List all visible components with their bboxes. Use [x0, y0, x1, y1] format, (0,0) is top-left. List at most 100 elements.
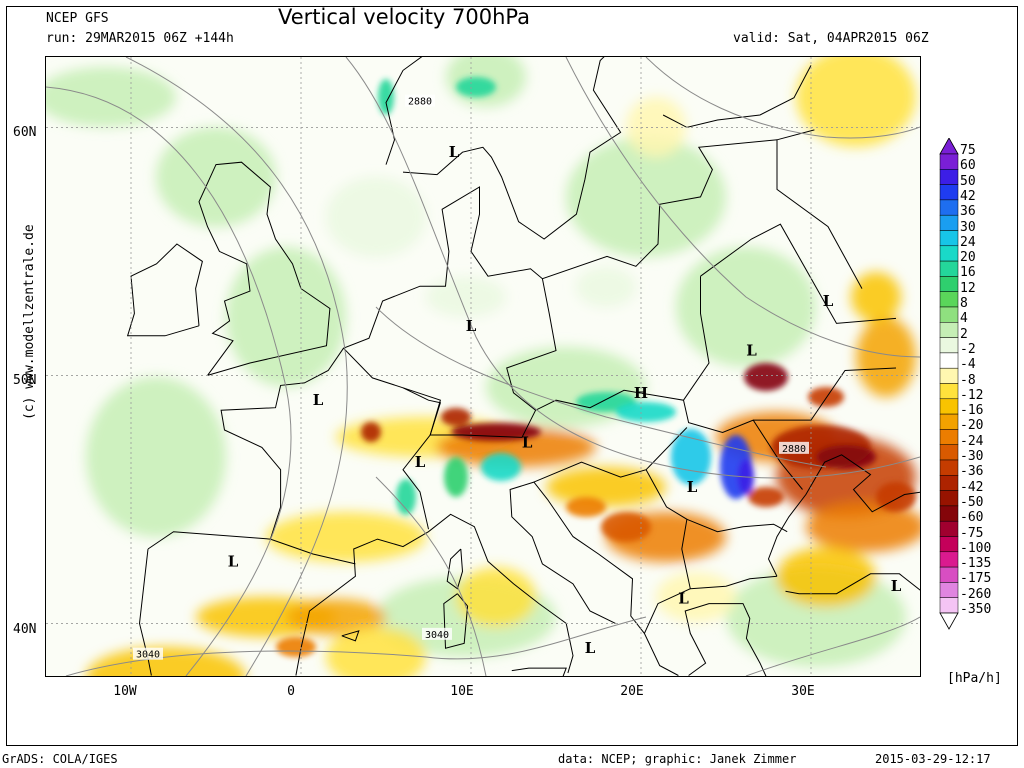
valid-time: valid: Sat, 04APR2015 06Z	[733, 31, 929, 46]
colorbar-tick-label: 20	[960, 250, 976, 266]
low-pressure-marker: L	[466, 317, 477, 335]
contour-label: 3040	[425, 630, 449, 641]
colorbar-tick-label: -260	[960, 586, 992, 602]
colorbar-tick-label: -60	[960, 510, 984, 526]
colorbar-swatch	[939, 490, 959, 507]
contour-label: 2880	[408, 97, 432, 108]
colorbar-tick-label: 12	[960, 280, 976, 296]
colorbar-swatch	[939, 398, 959, 415]
colorbar-tick-label: -75	[960, 525, 984, 541]
lat-label-60n: 60N	[13, 125, 37, 140]
colorbar-swatch	[939, 260, 959, 277]
colorbar-tick-label: -350	[960, 602, 992, 617]
map-area: L L L L L H L L L L L L L 2880 2880 3040 3040	[45, 56, 921, 677]
colorbar-swatch	[939, 475, 959, 491]
lon-label-0: 0	[287, 684, 295, 699]
low-pressure-marker: L	[313, 391, 324, 409]
colorbar-swatch	[939, 291, 959, 308]
contour-label: 3040	[136, 650, 160, 661]
colorbar-tick-label: 50	[960, 173, 976, 189]
footer-timestamp: 2015-03-29-12:17	[875, 752, 991, 766]
figure-frame	[6, 6, 1018, 746]
colorbar-tick-label: 24	[960, 234, 976, 250]
colorbar-swatch	[939, 169, 959, 185]
colorbar-tick-label: -8	[960, 372, 976, 388]
colorbar-tick-label: 36	[960, 204, 976, 220]
colorbar-swatch	[939, 367, 959, 384]
low-pressure-marker: L	[823, 292, 834, 310]
colorbar-tick-label: -12	[960, 387, 984, 403]
colorbar-swatch	[939, 276, 959, 292]
colorbar-tick-label: -16	[960, 403, 984, 419]
low-pressure-marker: L	[449, 143, 460, 161]
colorbar-tick-label: 30	[960, 219, 976, 235]
colorbar-top-arrow	[939, 138, 959, 155]
colorbar-tick-label: -20	[960, 418, 984, 434]
colorbar-swatch	[939, 153, 959, 170]
low-pressure-marker: L	[228, 552, 239, 570]
colorbar-tick-label: -4	[960, 357, 976, 373]
colorbar	[939, 138, 959, 630]
colorbar-tick-label: -100	[960, 540, 992, 556]
run-label: run: 29MAR2015 06Z +144h	[46, 31, 234, 46]
colorbar-swatch	[939, 230, 959, 247]
lon-label-10w: 10W	[113, 684, 137, 699]
colorbar-tick-label: 60	[960, 158, 976, 174]
contour-label: 2880	[782, 444, 806, 455]
colorbar-tick-label: -175	[960, 571, 992, 587]
colorbar-swatch	[939, 199, 959, 216]
colorbar-swatch	[939, 597, 959, 614]
lat-label-50n: 50N	[13, 373, 37, 388]
colorbar-tick-label: 75	[960, 143, 976, 158]
colorbar-swatch	[939, 413, 959, 430]
colorbar-tick-label: -135	[960, 556, 992, 572]
colorbar-swatch	[939, 337, 959, 354]
colorbar-tick-label: -36	[960, 464, 984, 480]
colorbar-tick-label: -50	[960, 494, 984, 510]
colorbar-tick-label: 8	[960, 296, 968, 311]
low-pressure-marker: L	[687, 478, 698, 496]
colorbar-tick-label: -42	[960, 479, 984, 495]
model-label: NCEP GFS	[46, 11, 109, 26]
high-pressure-marker: H	[634, 384, 648, 402]
colorbar-tick-label: 4	[960, 311, 968, 327]
map-title: Vertical velocity 700hPa	[278, 5, 531, 29]
low-pressure-marker: L	[746, 342, 757, 360]
low-pressure-marker: L	[891, 577, 902, 595]
lon-label-10e: 10E	[450, 684, 474, 699]
colorbar-swatch	[939, 306, 959, 323]
lat-label-40n: 40N	[13, 622, 37, 637]
colorbar-swatch	[939, 352, 959, 369]
colorbar-swatch	[939, 444, 959, 461]
colorbar-unit: [hPa/h]	[947, 671, 1002, 686]
copyright-text: (c) www.modellzentrale.de	[22, 224, 37, 420]
colorbar-swatch	[939, 459, 959, 476]
low-pressure-marker: L	[585, 639, 596, 657]
colorbar-swatch	[939, 383, 959, 400]
field-map: L L L L L H L L L L L L L 2880 2880 3040 3040	[46, 57, 920, 676]
colorbar-swatch	[939, 536, 959, 553]
lon-label-30e: 30E	[791, 684, 815, 699]
colorbar-tick-label: -2	[960, 341, 976, 357]
colorbar-tick-label: 2	[960, 326, 968, 342]
colorbar-swatch	[939, 520, 959, 537]
colorbar-swatch	[939, 505, 959, 522]
colorbar-swatch	[939, 184, 959, 201]
colorbar-tick-label: -30	[960, 449, 984, 464]
colorbar-swatch	[939, 582, 959, 598]
colorbar-tick-label: 42	[960, 188, 976, 204]
footer-credit: data: NCEP; graphic: Janek Zimmer	[558, 752, 797, 766]
low-pressure-marker: L	[415, 453, 426, 471]
colorbar-swatch	[939, 566, 959, 583]
colorbar-swatch	[939, 214, 959, 231]
colorbar-swatch	[939, 245, 959, 262]
footer-software: GrADS: COLA/IGES	[2, 752, 118, 766]
colorbar-swatch	[939, 429, 959, 445]
colorbar-bottom-arrow	[939, 612, 959, 630]
colorbar-tick-label: -24	[960, 433, 984, 449]
lon-label-20e: 20E	[620, 684, 644, 699]
low-pressure-marker: L	[678, 590, 689, 608]
low-pressure-marker: L	[522, 433, 533, 451]
colorbar-swatch	[939, 322, 959, 338]
colorbar-swatch	[939, 551, 959, 568]
